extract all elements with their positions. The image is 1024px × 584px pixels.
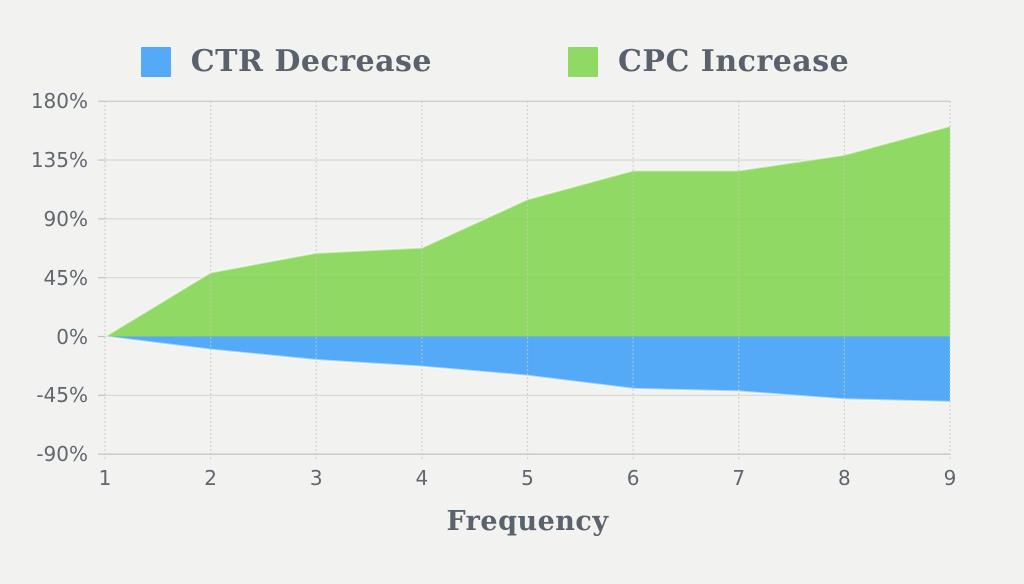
y-tick-label: -45% — [36, 383, 88, 408]
area-edge-highlight — [104, 125, 951, 338]
x-tick-label: 8 — [838, 466, 851, 490]
x-tick-label: 4 — [415, 466, 429, 490]
cpc-increase-swatch-icon — [568, 46, 599, 77]
x-tick-label: 2 — [204, 466, 217, 490]
y-tick-label: 90% — [43, 206, 88, 231]
legend: CTR Decrease CPC Increase — [0, 44, 1024, 79]
x-tick-label: 3 — [309, 466, 323, 490]
x-tick-label: 7 — [732, 466, 746, 490]
legend-item-ctr-decrease: CTR Decrease — [140, 44, 433, 79]
y-tick-label: 0% — [56, 324, 88, 349]
legend-item-cpc-increase: CPC Increase — [568, 44, 849, 79]
y-tick-label: -90% — [36, 442, 88, 467]
y-tick-label: 135% — [30, 148, 88, 173]
legend-label-ctr-decrease: CTR Decrease — [190, 44, 433, 79]
x-tick-label: 1 — [98, 466, 112, 490]
area-edge-highlight — [104, 335, 951, 403]
y-tick-label: 45% — [43, 265, 88, 290]
legend-label-cpc-increase: CPC Increase — [618, 44, 850, 79]
x-tick-label: 5 — [521, 466, 534, 490]
y-tick-label: 180% — [30, 89, 88, 114]
x-tick-label: 6 — [626, 466, 640, 490]
x-axis-title: Frequency — [446, 506, 609, 537]
x-tick-label: 9 — [943, 466, 957, 490]
ctr-decrease-swatch-icon — [140, 46, 171, 77]
